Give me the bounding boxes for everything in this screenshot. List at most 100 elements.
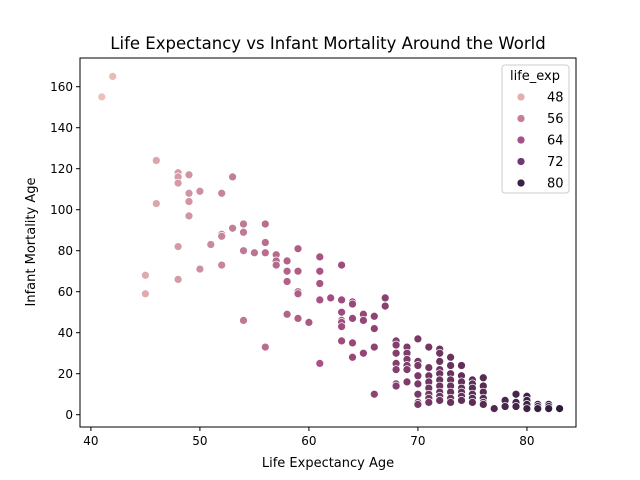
data-point	[391, 365, 401, 374]
legend-label: 80	[547, 177, 564, 192]
legend-label: 64	[547, 134, 564, 149]
data-point	[293, 289, 303, 299]
data-point	[522, 404, 532, 413]
data-point	[369, 311, 379, 321]
data-point	[260, 342, 270, 352]
data-point	[326, 293, 336, 303]
data-point	[315, 266, 325, 276]
y-tick-label: 100	[50, 203, 73, 217]
data-point	[151, 156, 161, 165]
data-point	[151, 199, 161, 208]
data-point	[500, 402, 510, 411]
data-point	[239, 246, 248, 256]
data-point	[413, 400, 423, 409]
data-point	[468, 398, 477, 407]
data-point	[348, 299, 357, 309]
data-point	[369, 324, 379, 333]
y-axis-label: Infant Mortality Age	[24, 178, 39, 307]
data-point	[337, 307, 346, 317]
data-point	[402, 377, 412, 387]
data-point	[282, 266, 292, 276]
x-tick-label: 70	[410, 434, 425, 448]
data-point	[359, 348, 368, 358]
data-point	[239, 219, 248, 229]
data-point	[413, 379, 423, 389]
data-point	[348, 352, 357, 362]
data-point	[424, 398, 434, 407]
data-point	[457, 396, 466, 405]
data-point	[173, 275, 183, 284]
data-point	[446, 361, 455, 370]
data-point	[260, 238, 270, 247]
data-point	[217, 188, 227, 198]
data-point	[293, 244, 303, 254]
legend-label: 48	[547, 91, 564, 106]
data-point	[424, 342, 434, 352]
y-tick-label: 40	[58, 326, 73, 340]
legend-label: 56	[547, 112, 564, 127]
data-point	[228, 223, 237, 233]
data-point	[239, 316, 248, 325]
data-point	[478, 400, 488, 409]
data-point	[260, 248, 270, 258]
x-axis-ticks: 40 50 60 70 80	[83, 427, 535, 448]
data-point	[282, 256, 292, 266]
data-point	[184, 197, 194, 206]
legend-marker	[516, 114, 526, 123]
x-tick-label: 80	[519, 434, 534, 448]
legend-marker	[516, 157, 526, 166]
legend-label: 72	[547, 155, 564, 170]
data-point	[533, 404, 543, 413]
data-point	[184, 170, 194, 180]
y-tick-label: 120	[50, 162, 73, 176]
data-point	[446, 352, 455, 362]
data-point	[359, 316, 368, 325]
data-point	[348, 314, 357, 323]
data-point	[315, 359, 325, 368]
data-point	[337, 336, 346, 346]
legend-title: life_exp	[510, 69, 560, 84]
data-point	[369, 342, 379, 352]
data-point	[337, 322, 346, 331]
data-point	[511, 402, 521, 411]
x-tick-label: 60	[301, 434, 316, 448]
data-point	[380, 301, 390, 311]
data-point	[435, 396, 445, 405]
data-point	[391, 340, 401, 350]
data-point	[391, 348, 401, 358]
data-point	[380, 293, 390, 303]
data-point	[435, 357, 445, 366]
data-point	[435, 348, 445, 358]
data-point	[369, 389, 379, 399]
data-point	[217, 260, 227, 270]
legend: life_exp 48 56 64 72 80	[501, 64, 570, 194]
data-point	[337, 295, 346, 305]
y-tick-label: 160	[50, 80, 73, 94]
data-point	[413, 334, 423, 344]
data-point	[282, 309, 292, 319]
data-point	[457, 361, 466, 370]
data-point	[424, 363, 434, 372]
legend-frame	[501, 64, 570, 194]
points-layer	[97, 72, 564, 413]
data-point	[141, 289, 150, 299]
data-point	[391, 381, 401, 391]
data-point	[293, 266, 303, 276]
legend-marker	[516, 92, 526, 102]
data-point	[184, 188, 194, 198]
x-tick-label: 50	[192, 434, 207, 448]
x-axis-label: Life Expectancy Age	[262, 456, 394, 471]
data-point	[337, 260, 346, 270]
y-tick-label: 140	[50, 121, 73, 135]
chart-title: Life Expectancy vs Infant Mortality Arou…	[110, 34, 545, 53]
data-point	[413, 361, 423, 370]
data-point	[413, 389, 423, 399]
data-point	[141, 270, 150, 280]
data-point	[271, 260, 281, 270]
data-point	[195, 264, 205, 274]
data-point	[195, 186, 205, 196]
y-tick-label: 80	[58, 244, 73, 258]
data-point	[239, 227, 248, 237]
data-point	[511, 389, 521, 399]
data-point	[304, 318, 314, 327]
